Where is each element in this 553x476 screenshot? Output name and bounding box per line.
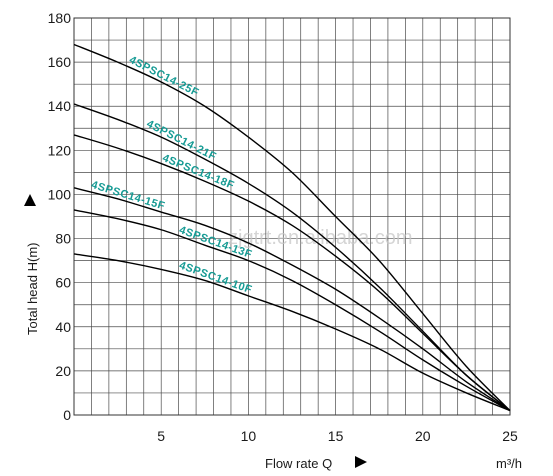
x-axis-arrow-icon	[355, 456, 367, 468]
y-tick-label: 20	[55, 363, 71, 379]
curve-label: 4SPSC14-21F	[145, 118, 219, 163]
y-axis-arrow-icon	[24, 194, 36, 206]
y-tick-label: 120	[48, 142, 72, 158]
x-axis-label: Flow rate Q	[265, 456, 332, 471]
curve-4spsc14-10f	[73, 253, 511, 412]
x-tick-label: 20	[415, 428, 431, 444]
curve-4spsc14-25f	[73, 43, 511, 412]
y-tick-label: 140	[48, 98, 72, 114]
y-tick-labels: 0 20 40 60 80 100 120 140 160 180	[48, 10, 72, 423]
x-axis-unit: m³/h	[496, 456, 522, 471]
y-axis-label: Total head H(m)	[25, 243, 40, 335]
x-tick-label: 15	[328, 428, 344, 444]
curve-label: 4SPSC14-25F	[127, 54, 201, 99]
y-tick-label: 180	[48, 10, 72, 26]
curves	[73, 43, 511, 412]
watermark: zjgtrt.en.alibaba.com	[228, 227, 413, 249]
curve-4spsc14-21f	[73, 103, 511, 412]
x-tick-label: 25	[502, 428, 518, 444]
curve-4spsc14-15f	[73, 187, 511, 412]
curve-4spsc14-13f	[73, 209, 511, 412]
y-tick-label: 100	[48, 186, 72, 202]
y-tick-label: 160	[48, 54, 72, 70]
x-tick-labels: 5 10 15 20 25	[157, 428, 518, 444]
y-tick-label: 0	[63, 407, 71, 423]
horizontal-gridlines	[74, 39, 510, 394]
plot-frame	[73, 17, 511, 416]
x-tick-label: 10	[241, 428, 257, 444]
x-tick-label: 5	[157, 428, 165, 444]
curve-4spsc14-18f	[73, 134, 511, 412]
y-tick-label: 40	[55, 319, 71, 335]
curve-label: 4SPSC14-15F	[90, 179, 167, 213]
y-tick-label: 80	[55, 231, 71, 247]
y-tick-label: 60	[55, 275, 71, 291]
curve-label: 4SPSC14-10F	[177, 259, 253, 296]
